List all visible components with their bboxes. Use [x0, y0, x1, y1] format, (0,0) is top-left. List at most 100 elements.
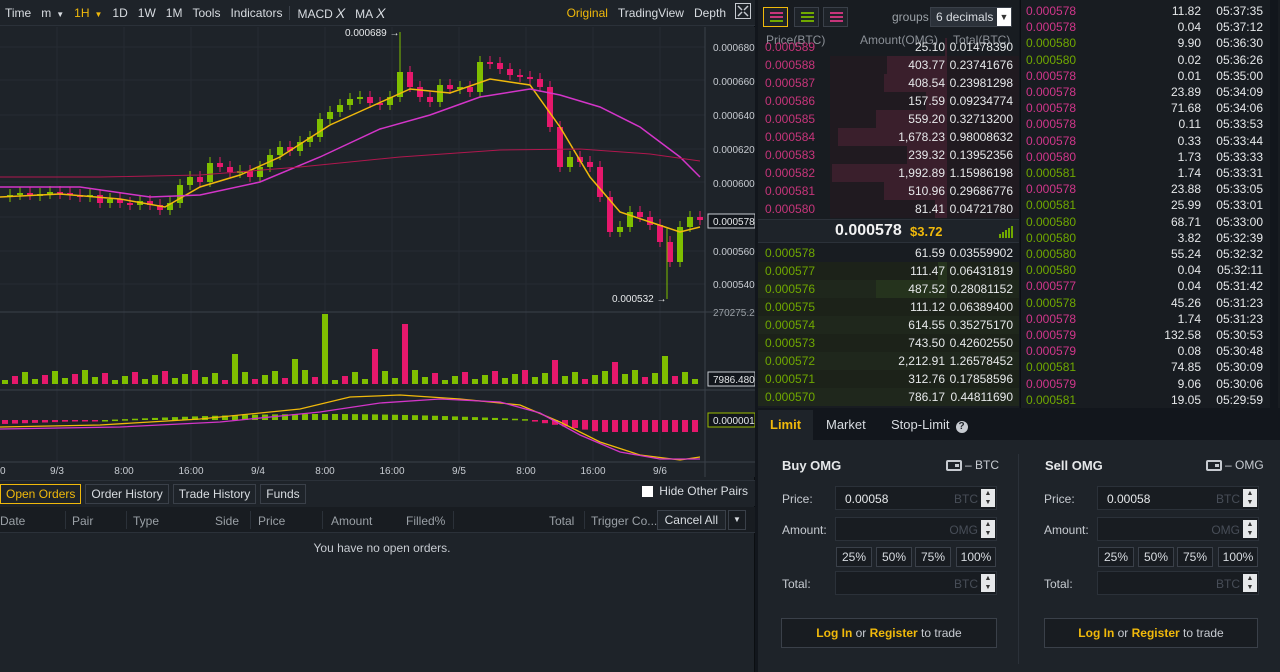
- help-icon[interactable]: ?: [955, 421, 968, 433]
- buy-price-input[interactable]: 0.00058 BTC ▲ ▼: [835, 486, 997, 510]
- book-asks-only-icon[interactable]: [823, 7, 848, 27]
- tab-limit[interactable]: Limit: [758, 410, 814, 440]
- col-filled[interactable]: Filled%: [406, 514, 446, 528]
- login-link[interactable]: Log In: [816, 626, 853, 640]
- chevron-down-icon[interactable]: ▼: [728, 510, 746, 530]
- book-bids-only-icon[interactable]: [794, 7, 819, 27]
- tab-open-orders[interactable]: Open Orders: [0, 483, 82, 504]
- stepper-icon: ▲ ▼: [1243, 489, 1257, 507]
- macd-bar: [372, 414, 378, 420]
- close-icon[interactable]: X: [376, 4, 386, 21]
- sell-amount-input[interactable]: OMG ▲ ▼: [1097, 517, 1259, 541]
- last-price: 0.000578: [835, 222, 902, 239]
- macd-bar: [32, 420, 38, 423]
- volume-bar: [672, 376, 678, 384]
- ask-row[interactable]: 0.000585 559.20 0.32713200: [758, 110, 1019, 128]
- interval-1w-button[interactable]: 1W: [137, 5, 156, 20]
- bid-row[interactable]: 0.000572 2,212.91 1.26578452: [758, 352, 1019, 370]
- wallet-icon: [1206, 459, 1222, 471]
- register-link[interactable]: Register: [1131, 626, 1180, 640]
- sell-25-button[interactable]: 25%: [1098, 547, 1134, 567]
- bid-row[interactable]: 0.000576 487.52 0.28081152: [758, 280, 1019, 298]
- tools-button[interactable]: Tools: [192, 5, 221, 20]
- bid-row[interactable]: 0.000570 786.17 0.44811690: [758, 388, 1019, 406]
- tab-order-history[interactable]: Order History: [85, 483, 169, 504]
- volume-bar: [512, 374, 518, 384]
- price-chart[interactable]: 0.000680 0.000660 0.000640 0.000620 0.000600…: [0, 27, 755, 477]
- bid-row[interactable]: 0.000578 61.59 0.03559902: [758, 244, 1019, 262]
- macd-bar: [362, 414, 368, 420]
- view-original-button[interactable]: Original: [566, 5, 608, 20]
- col-pair[interactable]: Pair: [72, 514, 94, 528]
- sell-total-input[interactable]: BTC ▲ ▼: [1097, 571, 1259, 595]
- macd-bar: [682, 420, 688, 432]
- bid-row[interactable]: 0.000577 111.47 0.06431819: [758, 262, 1019, 280]
- sell-50-button[interactable]: 50%: [1138, 547, 1174, 567]
- hide-other-pairs-toggle[interactable]: Hide Other Pairs: [642, 484, 748, 498]
- macd-bar: [192, 416, 198, 420]
- book-both-sides-icon[interactable]: [763, 7, 788, 27]
- trade-time: 05:33:53: [1216, 117, 1263, 132]
- ask-row[interactable]: 0.000586 157.59 0.09234774: [758, 92, 1019, 110]
- tab-trade-history[interactable]: Trade History: [172, 483, 257, 504]
- hide-other-pairs-checkbox[interactable]: [642, 485, 654, 497]
- ask-row[interactable]: 0.000580 81.41 0.04721780: [758, 200, 1019, 218]
- bid-row[interactable]: 0.000571 312.76 0.17858596: [758, 370, 1019, 388]
- interval-1d-button[interactable]: 1D: [112, 5, 128, 20]
- col-amount[interactable]: Amount: [331, 514, 373, 528]
- trade-price: 0.000580: [1026, 247, 1077, 261]
- ask-row[interactable]: 0.000582 1,992.89 1.15986198: [758, 164, 1019, 182]
- bid-row[interactable]: 0.000573 743.50 0.42602550: [758, 334, 1019, 352]
- view-depth-button[interactable]: Depth: [693, 5, 726, 20]
- col-date[interactable]: Date: [0, 514, 26, 528]
- ask-row[interactable]: 0.000587 408.54 0.23981298: [758, 74, 1019, 92]
- ask-row[interactable]: 0.000584 1,678.23 0.98008632: [758, 128, 1019, 146]
- cancel-all-button[interactable]: Cancel All: [656, 510, 726, 530]
- macd-indicator[interactable]: MACD X: [297, 4, 346, 21]
- buy-total-input[interactable]: BTC ▲ ▼: [835, 571, 997, 595]
- scrollbar[interactable]: [1270, 0, 1278, 408]
- trade-amount: 25.99: [1170, 198, 1201, 213]
- fullscreen-icon[interactable]: [731, 3, 755, 22]
- buy-25-button[interactable]: 25%: [836, 547, 872, 567]
- col-type[interactable]: Type: [133, 514, 160, 528]
- ask-row[interactable]: 0.000589 25.10 0.01478390: [758, 38, 1019, 56]
- tab-market[interactable]: Market: [826, 417, 866, 432]
- tab-funds[interactable]: Funds: [260, 483, 306, 504]
- buy-100-button[interactable]: 100%: [956, 547, 996, 567]
- interval-1m-button[interactable]: 1M: [165, 5, 183, 20]
- price-axis-label: 0.000680: [713, 43, 755, 54]
- col-total[interactable]: Total: [549, 514, 575, 528]
- groups-select[interactable]: 6 decimals ▼: [930, 7, 1012, 27]
- buy-50-button[interactable]: 50%: [876, 547, 912, 567]
- col-side[interactable]: Side: [215, 514, 240, 528]
- trade-time: 05:30:09: [1216, 360, 1263, 375]
- ask-row[interactable]: 0.000588 403.77 0.23741676: [758, 56, 1019, 74]
- price-cell: 0.000578: [765, 246, 816, 260]
- close-icon[interactable]: X: [335, 4, 346, 21]
- register-link[interactable]: Register: [869, 626, 918, 640]
- bid-row[interactable]: 0.000574 614.55 0.35275170: [758, 316, 1019, 334]
- ask-row[interactable]: 0.000583 239.32 0.13952356: [758, 146, 1019, 164]
- view-tradingview-button[interactable]: TradingView: [617, 5, 684, 20]
- volume-bar: [312, 377, 318, 384]
- ask-row[interactable]: 0.000581 510.96 0.29686776: [758, 182, 1019, 200]
- buy-amount-input[interactable]: OMG ▲ ▼: [835, 517, 997, 541]
- tab-stop-limit[interactable]: Stop-Limit?: [879, 410, 980, 440]
- buy-75-button[interactable]: 75%: [915, 547, 951, 567]
- login-link[interactable]: Log In: [1078, 626, 1115, 640]
- bid-row[interactable]: 0.000575 111.12 0.06389400: [758, 298, 1019, 316]
- minutes-button[interactable]: m ▼: [41, 5, 65, 20]
- col-price[interactable]: Price: [258, 514, 286, 528]
- ma-indicator[interactable]: MA X: [355, 4, 386, 21]
- col-trigger[interactable]: Trigger Co...: [591, 514, 658, 528]
- sell-75-button[interactable]: 75%: [1177, 547, 1213, 567]
- price-cell: 0.000571: [765, 372, 816, 386]
- indicators-button[interactable]: Indicators: [230, 5, 283, 20]
- candle: [507, 69, 513, 75]
- sell-100-button[interactable]: 100%: [1218, 547, 1258, 567]
- sell-price-input[interactable]: 0.00058 BTC ▲ ▼: [1097, 486, 1259, 510]
- interval-1h-button[interactable]: 1H ▼: [74, 5, 103, 20]
- total-cell: 0.23741676: [949, 58, 1013, 72]
- trade-amount: 68.71: [1170, 214, 1201, 229]
